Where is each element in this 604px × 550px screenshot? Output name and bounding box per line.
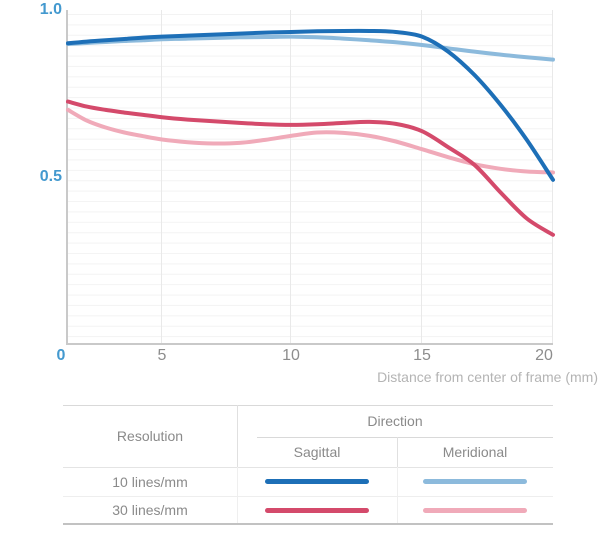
table-divider: [397, 437, 398, 467]
curve-30-lines-mm-meridional: [66, 107, 555, 175]
legend-row-label-30lines: 30 lines/mm: [112, 502, 188, 518]
vertical-gridline: [421, 10, 422, 343]
direction-underline: [257, 437, 553, 438]
table-divider: [237, 405, 238, 467]
sagittal-header: Sagittal: [293, 444, 341, 460]
table-divider: [237, 467, 238, 523]
legend-cell: [237, 467, 397, 496]
x-tick-label: 5: [157, 347, 167, 364]
legend-swatch-10-meridional: [423, 479, 527, 484]
table-border-top: [63, 405, 553, 406]
x-tick-label: 20: [535, 347, 553, 364]
vertical-gridline: [290, 10, 291, 343]
curve-30-lines-mm-sagittal: [66, 99, 555, 237]
x-tick-label: 15: [413, 347, 431, 364]
x-tick-label: 10: [282, 347, 300, 364]
legend-cell: [397, 496, 553, 524]
legend-cell: [397, 467, 553, 496]
legend-table: Resolution Direction Sagittal Meridional…: [63, 405, 553, 525]
curve-10-lines-mm-sagittal: [66, 28, 555, 182]
table-border-bottom: [63, 523, 553, 525]
table-divider: [397, 467, 398, 523]
x-tick-label: 0: [56, 347, 66, 364]
legend-swatch-10-sagittal: [265, 479, 369, 484]
table-header-border: [63, 467, 553, 468]
meridional-header: Meridional: [442, 444, 508, 460]
x-axis-caption: Distance from center of frame (mm): [377, 369, 598, 385]
y-tick-label: 1.0: [39, 1, 62, 18]
plot-area: [66, 10, 555, 345]
mtf-curves: [66, 28, 555, 237]
table-row-separator: [63, 496, 553, 497]
legend-swatch-30-meridional: [423, 507, 527, 513]
legend-cell: [237, 496, 397, 524]
mtf-chart: Distance from center of frame (mm) 1.0 0.…: [39, 1, 598, 385]
y-tick-label: 0.5: [39, 167, 62, 185]
resolution-header: Resolution: [116, 428, 184, 444]
vertical-gridline: [161, 10, 162, 343]
curve-10-lines-mm-meridional: [66, 34, 555, 62]
legend-swatch-30-sagittal: [265, 507, 369, 513]
direction-header: Direction: [367, 413, 423, 429]
legend-row-label-10lines: 10 lines/mm: [112, 473, 188, 490]
